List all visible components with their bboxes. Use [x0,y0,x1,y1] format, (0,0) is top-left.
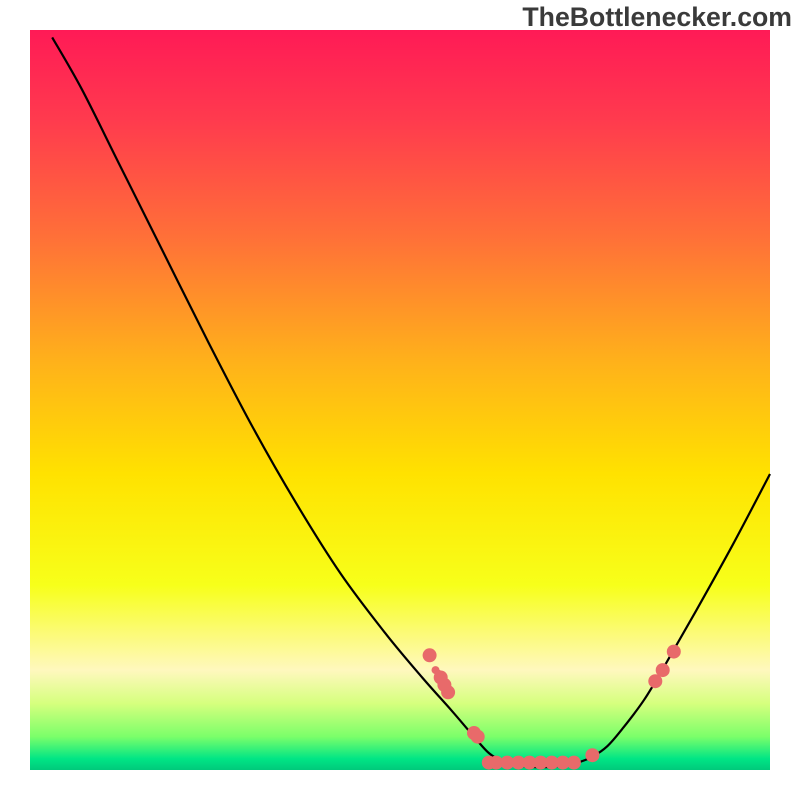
plot-svg [30,30,770,770]
data-marker [471,730,485,744]
plot-area [30,30,770,770]
data-marker [441,685,455,699]
data-marker [585,748,599,762]
chart-root: TheBottlenecker.com [0,0,800,800]
watermark-text: TheBottlenecker.com [522,2,792,33]
data-marker [434,670,442,678]
bottleneck-curve [52,37,770,767]
markers-group [423,645,681,770]
data-marker [656,663,670,677]
data-marker [567,756,581,770]
data-marker [423,648,437,662]
data-marker [667,645,681,659]
